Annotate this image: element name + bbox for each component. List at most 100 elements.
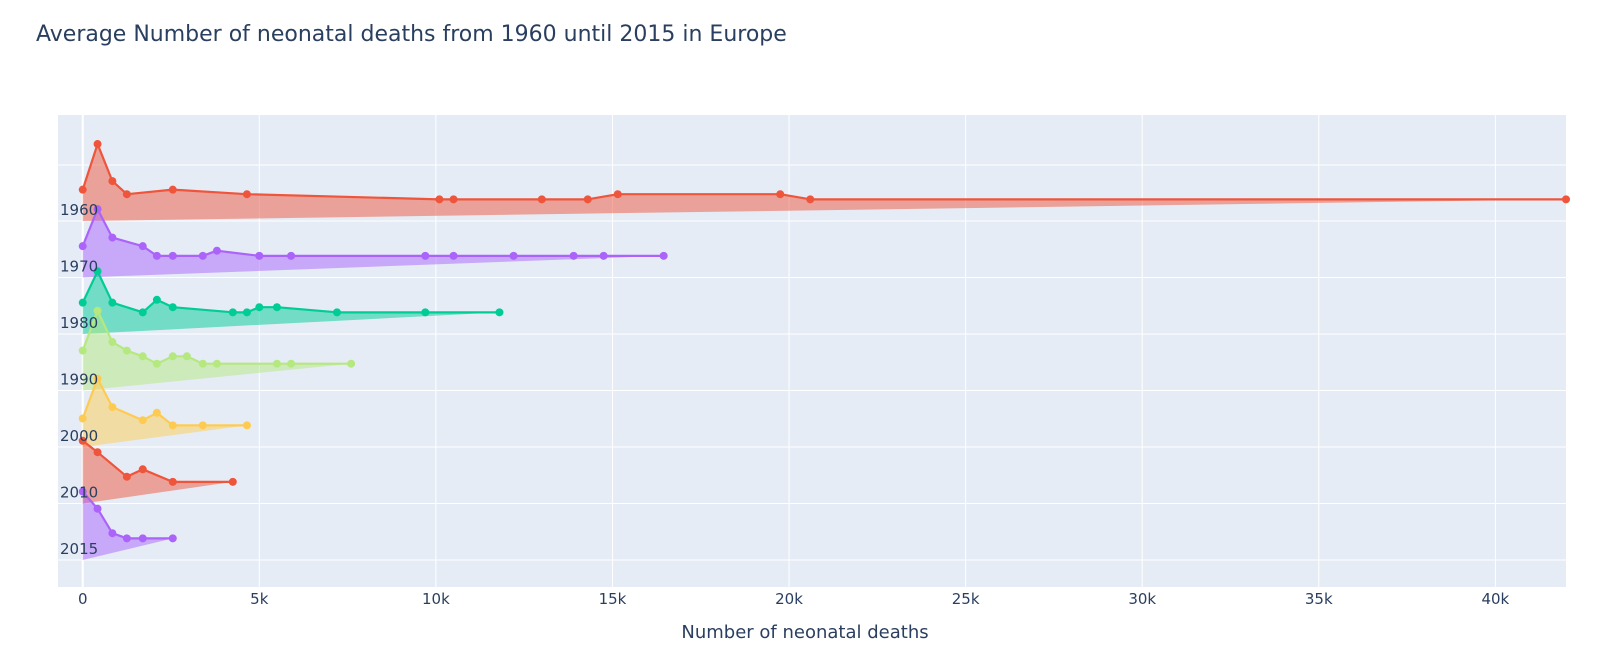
series-area <box>82 491 173 560</box>
data-point <box>168 185 177 194</box>
data-point <box>168 352 177 361</box>
data-point <box>93 448 102 457</box>
data-point <box>495 308 504 317</box>
data-point <box>255 251 264 260</box>
y-tick-label: 1990 <box>60 371 98 389</box>
data-point <box>93 140 102 149</box>
y-tick-label: 1980 <box>60 314 98 332</box>
x-tick-label: 35k <box>1305 590 1333 608</box>
x-tick-label: 40k <box>1481 590 1509 608</box>
series-1990 <box>78 306 356 391</box>
data-point <box>138 534 147 543</box>
data-point <box>569 251 578 260</box>
data-point <box>242 190 251 199</box>
data-point <box>93 267 102 276</box>
data-point <box>93 205 102 214</box>
data-point <box>242 421 251 430</box>
series-2015 <box>78 487 177 560</box>
x-tick-label: 0 <box>78 590 88 608</box>
x-tick-label: 10k <box>422 590 450 608</box>
data-point <box>78 414 87 423</box>
data-point <box>776 190 785 199</box>
y-tick-label: 2010 <box>60 484 98 502</box>
data-point <box>122 534 131 543</box>
data-point <box>152 359 161 368</box>
data-point <box>182 352 191 361</box>
data-point <box>138 416 147 425</box>
data-point <box>806 195 815 204</box>
data-point <box>583 195 592 204</box>
data-point <box>421 251 430 260</box>
data-point <box>138 308 147 317</box>
data-point <box>78 436 87 445</box>
data-point <box>332 308 341 317</box>
series-area <box>82 378 247 447</box>
data-point <box>198 251 207 260</box>
data-point <box>509 251 518 260</box>
y-tick-label: 1960 <box>60 201 98 219</box>
data-point <box>108 233 117 242</box>
series-1970 <box>78 205 668 278</box>
y-tick-label: 2015 <box>60 540 98 558</box>
data-point <box>613 190 622 199</box>
data-point <box>272 303 281 312</box>
data-point <box>287 251 296 260</box>
data-point <box>78 185 87 194</box>
x-tick-label: 25k <box>952 590 980 608</box>
data-point <box>537 195 546 204</box>
data-point <box>168 303 177 312</box>
x-axis-title: Number of neonatal deaths <box>681 622 928 643</box>
data-point <box>198 359 207 368</box>
series-line <box>81 208 664 257</box>
series-1960 <box>78 140 1570 221</box>
x-tick-label: 20k <box>775 590 803 608</box>
data-point <box>108 529 117 538</box>
data-point <box>242 308 251 317</box>
x-tick-labels: 0 5k 10k 15k 20k 25k 30k 35k 40k <box>78 590 1510 608</box>
data-point <box>228 477 237 486</box>
data-point <box>212 359 221 368</box>
x-tick-label: 15k <box>599 590 627 608</box>
series-area <box>82 440 233 504</box>
data-point <box>272 359 281 368</box>
data-point <box>152 295 161 304</box>
data-point <box>78 242 87 251</box>
series-2000 <box>78 374 251 447</box>
data-point <box>138 242 147 251</box>
data-point <box>152 408 161 417</box>
data-point <box>212 246 221 255</box>
series-layer <box>78 140 1570 560</box>
y-tick-label: 1970 <box>60 258 98 276</box>
series-area <box>82 209 664 278</box>
data-point <box>287 359 296 368</box>
data-point <box>78 346 87 355</box>
series-line <box>81 377 247 427</box>
data-point <box>168 421 177 430</box>
y-tick-labels: 1960 1970 1980 1990 2000 2010 2015 <box>60 201 98 558</box>
data-point <box>168 477 177 486</box>
series-2010 <box>78 436 237 504</box>
data-point <box>93 306 102 315</box>
data-point <box>435 195 444 204</box>
data-point <box>168 534 177 543</box>
data-point <box>78 298 87 307</box>
x-tick-label: 5k <box>250 590 269 608</box>
data-point <box>1562 195 1570 204</box>
data-point <box>122 190 131 199</box>
plot-area <box>58 115 1566 587</box>
data-point <box>108 338 117 347</box>
y-tick-label: 2000 <box>60 427 98 445</box>
data-point <box>93 504 102 513</box>
data-point <box>138 352 147 361</box>
data-point <box>255 303 264 312</box>
series-area <box>82 271 500 334</box>
chart-title: Average Number of neonatal deaths from 1… <box>36 22 787 47</box>
data-point <box>347 359 356 368</box>
data-point <box>138 465 147 474</box>
grid-lines <box>58 115 1566 587</box>
data-point <box>659 251 668 260</box>
series-1980 <box>78 267 504 334</box>
data-point <box>449 195 458 204</box>
data-point <box>599 251 608 260</box>
